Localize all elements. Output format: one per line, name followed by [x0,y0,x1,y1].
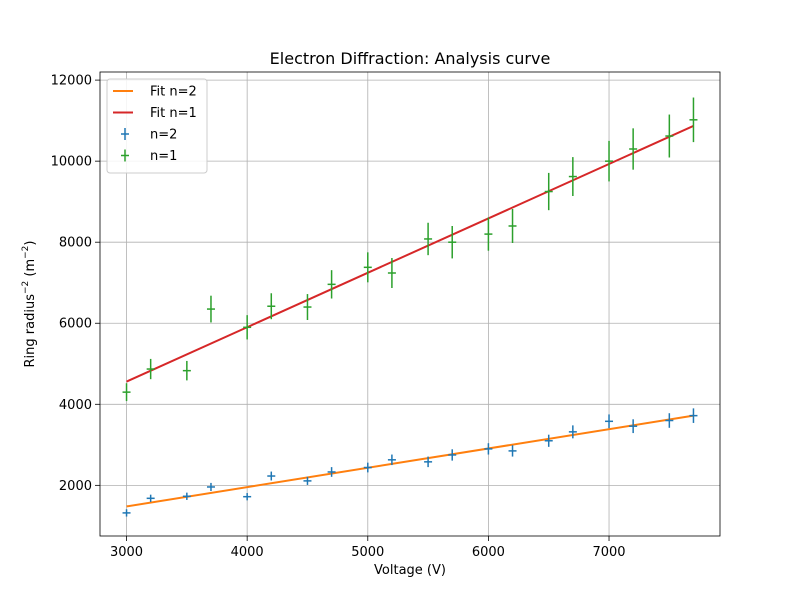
series-n-2 [122,408,698,517]
y-axis-label-main: Ring radius [23,294,38,368]
y-axis-label-unit-prefix: (m [23,259,38,281]
y-tick-label: 6000 [59,317,92,332]
plot-area: 3000 4000 5000 6000 7000 2000 4000 6000 8000 1000… [51,71,721,560]
y-tick-label: 8000 [59,236,92,251]
axes-frame [99,71,721,537]
series-n-1 [122,97,698,402]
x-axis-label: Voltage (V) [374,563,446,578]
legend-label: n=2 [150,128,177,143]
legend-item: n=2 [121,128,177,143]
fit-line-fit-n-1 [126,124,694,383]
fit-line-fit-n-2 [126,414,694,508]
y-tick-label: 4000 [59,398,92,413]
y-axis-label: Ring radius−2 (m−2) [21,241,38,368]
y-axis-label-unit-superscript: −2 [21,246,31,259]
x-tick-label: 5000 [351,545,384,560]
x-tick-label: 4000 [231,545,264,560]
legend: Fit n=2 Fit n=1 n=2 n=1 [106,78,208,174]
y-tick-label: 12000 [51,74,92,89]
x-tick-label: 7000 [592,545,625,560]
y-tick-label: 10000 [51,155,92,170]
y-axis-label-unit-suffix: ) [23,241,38,246]
chart-title: Electron Diffraction: Analysis curve [270,49,551,68]
x-tick-label: 3000 [110,545,143,560]
legend-box [106,78,208,174]
legend-item: Fit n=2 [113,85,197,100]
legend-label: Fit n=1 [150,106,197,121]
y-axis-label-superscript: −2 [21,281,31,294]
x-tick-label: 6000 [472,545,505,560]
legend-item: Fit n=1 [113,106,197,121]
legend-label: Fit n=2 [150,85,197,100]
legend-label: n=1 [150,149,177,164]
legend-item: n=1 [121,149,177,164]
y-tick-label: 2000 [59,479,92,494]
